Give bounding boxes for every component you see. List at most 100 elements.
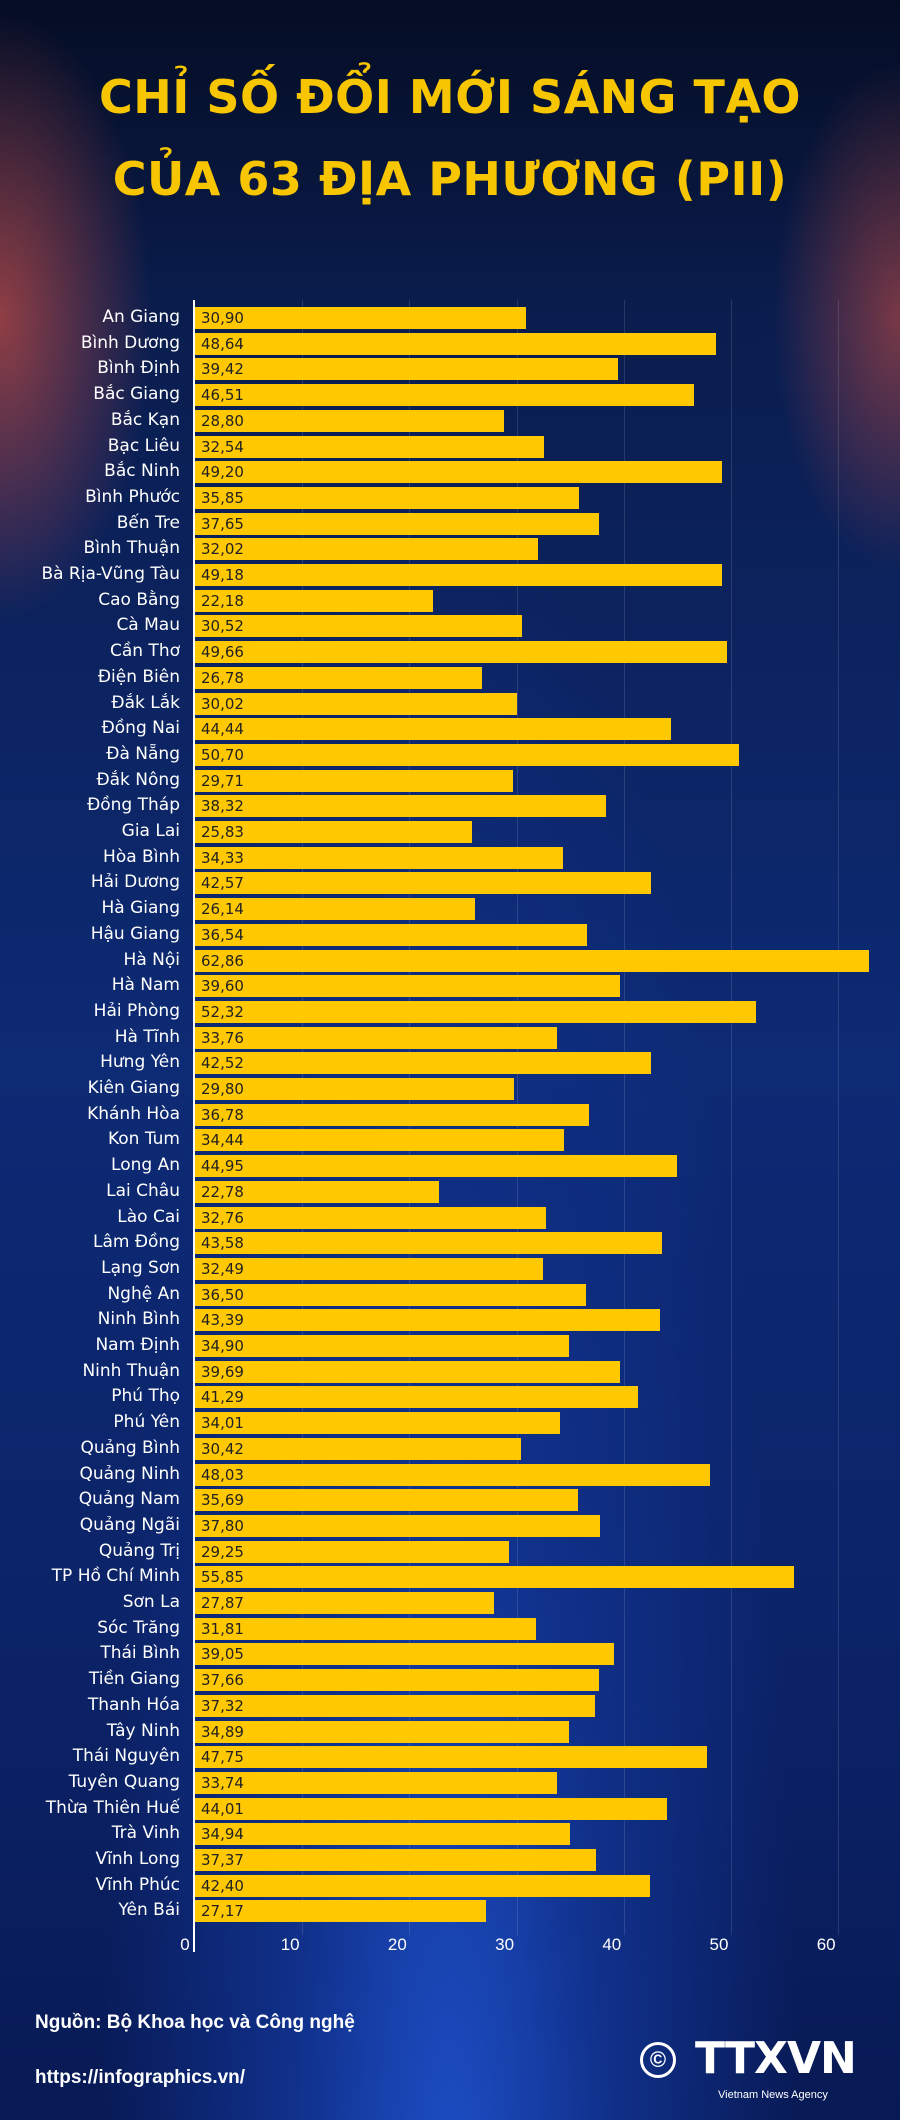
bar [195, 692, 517, 715]
value-label: 43,39 [201, 1311, 244, 1330]
bar-row: Sơn La 27,87 [0, 1590, 900, 1615]
bar [195, 821, 472, 843]
bar [195, 1849, 596, 1871]
bar [195, 743, 739, 766]
bar [195, 1078, 515, 1100]
bar [195, 1103, 590, 1126]
bar-row: Hưng Yên 42,52 [0, 1050, 900, 1075]
gridline [623, 300, 625, 1935]
x-tick-label: 10 [280, 1935, 300, 1954]
bar-row: Ninh Bình 43,39 [0, 1307, 900, 1332]
bar-row: Quảng Ninh 48,03 [0, 1462, 900, 1487]
bar [195, 615, 523, 638]
bar [195, 923, 587, 946]
bar-row: Tiền Giang 37,66 [0, 1667, 900, 1692]
source-url[interactable]: https://infographics.vn/ [35, 2067, 246, 2088]
bar [195, 1360, 621, 1383]
bar-row: Thái Bình 39,05 [0, 1641, 900, 1666]
category-label: Hậu Giang [90, 923, 180, 944]
source-text: Nguồn: Bộ Khoa học và Công nghệ [35, 2012, 355, 2033]
category-label: Điện Biên [97, 666, 180, 687]
bar [195, 1283, 587, 1306]
value-label: 32,49 [201, 1259, 244, 1278]
bar-row: Lạng Sơn 32,49 [0, 1256, 900, 1281]
bar [195, 1771, 557, 1794]
bar-row: Thái Nguyên 47,75 [0, 1744, 900, 1769]
value-label: 35,85 [201, 488, 244, 507]
category-label: Hải Dương [90, 872, 180, 893]
value-label: 27,17 [201, 1902, 244, 1921]
value-label: 25,83 [201, 823, 244, 841]
category-label: Quảng Ninh [79, 1463, 180, 1484]
gridline [838, 300, 840, 1935]
bar [195, 1540, 509, 1563]
copyright-icon: © [640, 2042, 676, 2078]
category-label: Sơn La [122, 1592, 180, 1612]
bar-row: Kon Tum 34,44 [0, 1127, 900, 1152]
bar [195, 1155, 677, 1178]
value-label: 30,52 [201, 617, 244, 636]
bar-row: Hòa Bình 34,33 [0, 845, 900, 870]
category-label: Lào Cai [117, 1206, 180, 1227]
value-label: 34,01 [201, 1414, 244, 1433]
bar [195, 1746, 707, 1769]
value-label: 29,80 [201, 1080, 244, 1098]
category-label: Cà Mau [116, 615, 180, 636]
bar-row: Bà Rịa-Vũng Tàu 49,18 [0, 562, 900, 587]
value-label: 46,51 [201, 386, 244, 405]
category-label: TP Hồ Chí Minh [51, 1566, 180, 1587]
value-label: 26,78 [201, 668, 244, 687]
bar-row: Bắc Kạn 28,80 [0, 408, 900, 433]
category-label: Bắc Kạn [110, 409, 180, 430]
x-tick-label: 50 [709, 1935, 729, 1954]
logo-name: TTXVN [695, 2033, 857, 2084]
bar [195, 384, 694, 407]
value-label: 33,76 [201, 1028, 244, 1047]
bar-row: Đồng Nai 44,44 [0, 716, 900, 741]
bar [195, 435, 544, 458]
bar [195, 486, 580, 509]
category-label: Sóc Trăng [97, 1617, 180, 1638]
gridline [731, 300, 732, 1935]
value-label: 37,32 [201, 1696, 244, 1715]
category-label: Đồng Nai [101, 718, 180, 739]
value-label: 36,50 [201, 1285, 244, 1304]
bar-row: Cao Bằng 22,18 [0, 588, 900, 613]
value-label: 41,29 [201, 1388, 244, 1407]
value-label: 49,20 [201, 463, 244, 482]
category-label: Thừa Thiên Huế [45, 1797, 180, 1818]
bar-row: Trà Vinh 34,94 [0, 1821, 900, 1846]
bar [195, 1026, 557, 1049]
value-label: 34,89 [201, 1722, 244, 1741]
category-label: Đắk Lắk [111, 692, 180, 713]
category-label: Đắk Nông [96, 769, 180, 790]
value-label: 55,85 [201, 1568, 244, 1587]
category-label: Tây Ninh [106, 1720, 180, 1741]
x-tick-label: 20 [387, 1935, 407, 1954]
category-label: Bà Rịa-Vũng Tàu [41, 564, 180, 584]
bar-row: Kiên Giang 29,80 [0, 1076, 900, 1101]
category-label: Phú Yên [113, 1412, 180, 1433]
value-label: 39,05 [201, 1645, 244, 1664]
category-label: Trà Vinh [111, 1823, 180, 1844]
bar [195, 1874, 650, 1897]
value-label: 50,70 [201, 745, 244, 764]
bar-row: Hà Nội 62,86 [0, 948, 900, 973]
value-label: 38,32 [201, 797, 244, 816]
category-label: Cần Thơ [109, 641, 180, 662]
category-label: Bắc Giang [93, 384, 180, 405]
category-label: Bắc Ninh [104, 461, 180, 482]
bar [195, 1489, 578, 1512]
bar [195, 564, 723, 586]
value-label: 22,78 [201, 1182, 244, 1201]
bar-row: Đà Nẵng 50,70 [0, 742, 900, 767]
bar-row: Nam Định 34,90 [0, 1333, 900, 1358]
category-label: Bến Tre [116, 512, 180, 533]
bar [195, 1592, 494, 1614]
bar [195, 1232, 663, 1255]
bar-row: Yên Bái 27,17 [0, 1898, 900, 1923]
value-label: 36,78 [201, 1105, 244, 1124]
bar [195, 1206, 547, 1229]
ttxvn-logo: © TTXVN Vietnam News Agency [640, 2036, 890, 2108]
bar-row: Phú Yên 34,01 [0, 1410, 900, 1435]
